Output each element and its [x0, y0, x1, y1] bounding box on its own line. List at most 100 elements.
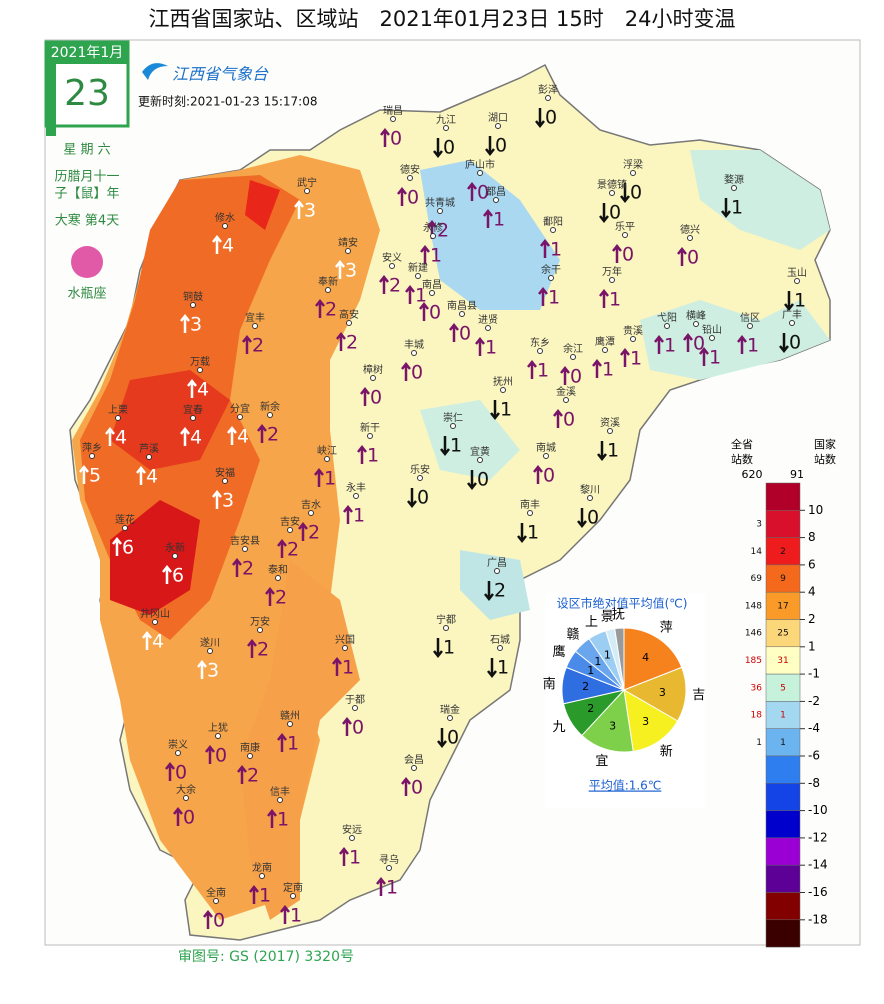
station-name: 宁都 [436, 613, 456, 626]
change-value: 1 [794, 290, 806, 312]
change-arrow [242, 334, 252, 354]
station-dot [443, 125, 449, 131]
station-name: 新干 [360, 421, 380, 434]
legend-tick-label: -12 [808, 830, 828, 844]
legend-head: 全省 [731, 437, 753, 451]
change-value: 3 [345, 260, 357, 282]
change-arrow [599, 288, 609, 308]
station-dot [277, 797, 283, 803]
change-value: 3 [222, 490, 234, 512]
station-name: 瑞昌 [383, 105, 403, 117]
change-value: 1 [630, 348, 642, 370]
pie-label: 鹰 [553, 644, 566, 660]
calendar-zodiac: 子【鼠】年 [54, 187, 119, 202]
change-value: 2 [346, 332, 358, 354]
legend-count-all: 3 [756, 519, 762, 529]
legend-count-all: 146 [745, 629, 762, 639]
change-value: 2 [242, 558, 254, 580]
calendar-day: 23 [64, 73, 110, 114]
change-arrow [577, 508, 587, 529]
change-arrow [332, 656, 342, 676]
change-value: 1 [537, 360, 549, 382]
change-arrow [265, 586, 275, 606]
change-value: 0 [411, 362, 423, 384]
legend-swatch [765, 701, 801, 729]
change-arrow [784, 291, 794, 312]
change-value: 1 [500, 399, 512, 421]
station-name: 铜鼓 [183, 290, 203, 303]
station-name: 广昌 [487, 557, 507, 569]
legend-tick-label: 1 [808, 639, 816, 653]
change-value: 4 [115, 427, 127, 449]
change-arrow [484, 581, 494, 602]
station-dot [352, 705, 358, 711]
logo-icon [142, 63, 168, 80]
station-dot [197, 367, 203, 373]
change-arrow [136, 465, 146, 485]
change-value: 1 [550, 239, 562, 261]
cool-area [690, 150, 830, 250]
change-arrow [475, 336, 485, 356]
station-name: 寻乌 [379, 853, 399, 866]
change-value: 0 [459, 323, 471, 345]
station-name: 德兴 [680, 223, 700, 236]
change-value: 0 [407, 187, 419, 209]
change-arrow [79, 464, 89, 484]
change-arrow [419, 301, 429, 321]
station-name: 吉安县 [230, 534, 260, 547]
change-arrow [187, 378, 197, 398]
change-value: 0 [477, 469, 489, 491]
change-value: 4 [197, 379, 209, 401]
change-value: 1 [349, 847, 361, 869]
change-value: 1 [287, 733, 299, 755]
change-value: 0 [630, 182, 642, 204]
station-name: 资溪 [600, 417, 620, 429]
pie-value: 4 [642, 651, 649, 664]
change-value: 0 [609, 202, 621, 224]
hot-area [110, 500, 200, 615]
change-value: 1 [485, 337, 497, 359]
station-dot [789, 320, 795, 326]
change-arrow [620, 183, 630, 204]
legend-swatch [765, 482, 801, 511]
station-name: 余江 [563, 342, 583, 355]
change-value: 1 [277, 809, 289, 831]
change-arrow [533, 464, 543, 484]
station-dot [222, 223, 228, 229]
change-value: 4 [146, 466, 158, 488]
change-value: 1 [342, 657, 354, 679]
change-arrow [237, 764, 247, 784]
legend-count-all: 185 [745, 656, 762, 666]
change-arrow [487, 658, 497, 679]
change-arrow [485, 136, 495, 157]
station-dot [207, 648, 213, 654]
change-value: 1 [259, 885, 271, 907]
station-dot [242, 546, 248, 552]
legend-tick-label: 2 [808, 612, 816, 626]
change-arrow [294, 199, 304, 219]
station-dot [609, 190, 615, 196]
legend-tick-label: 10 [808, 503, 823, 517]
change-arrow [298, 521, 308, 541]
station-name: 彭泽 [538, 83, 558, 96]
station-name: 黎川 [580, 483, 600, 496]
station-dot [183, 795, 189, 801]
legend-count-nat: 2 [780, 547, 786, 557]
station-dot [172, 553, 178, 559]
station-name: 奉新 [318, 275, 338, 288]
station-name: 金溪 [556, 385, 576, 398]
legend-swatch [765, 864, 801, 893]
change-value: 1 [353, 505, 365, 527]
station-name: 南丰 [520, 498, 540, 511]
change-arrow [280, 904, 290, 924]
station-dot [122, 525, 128, 531]
change-arrow [173, 806, 183, 826]
pie-label: 萍 [660, 621, 673, 636]
station-dot [304, 188, 310, 194]
station-dot [609, 277, 615, 283]
legend-swatch [765, 919, 801, 948]
station-name: 宜黄 [470, 445, 490, 458]
change-value: 0 [215, 745, 227, 767]
lake-area [420, 160, 560, 310]
station-name: 龙南 [252, 861, 272, 874]
